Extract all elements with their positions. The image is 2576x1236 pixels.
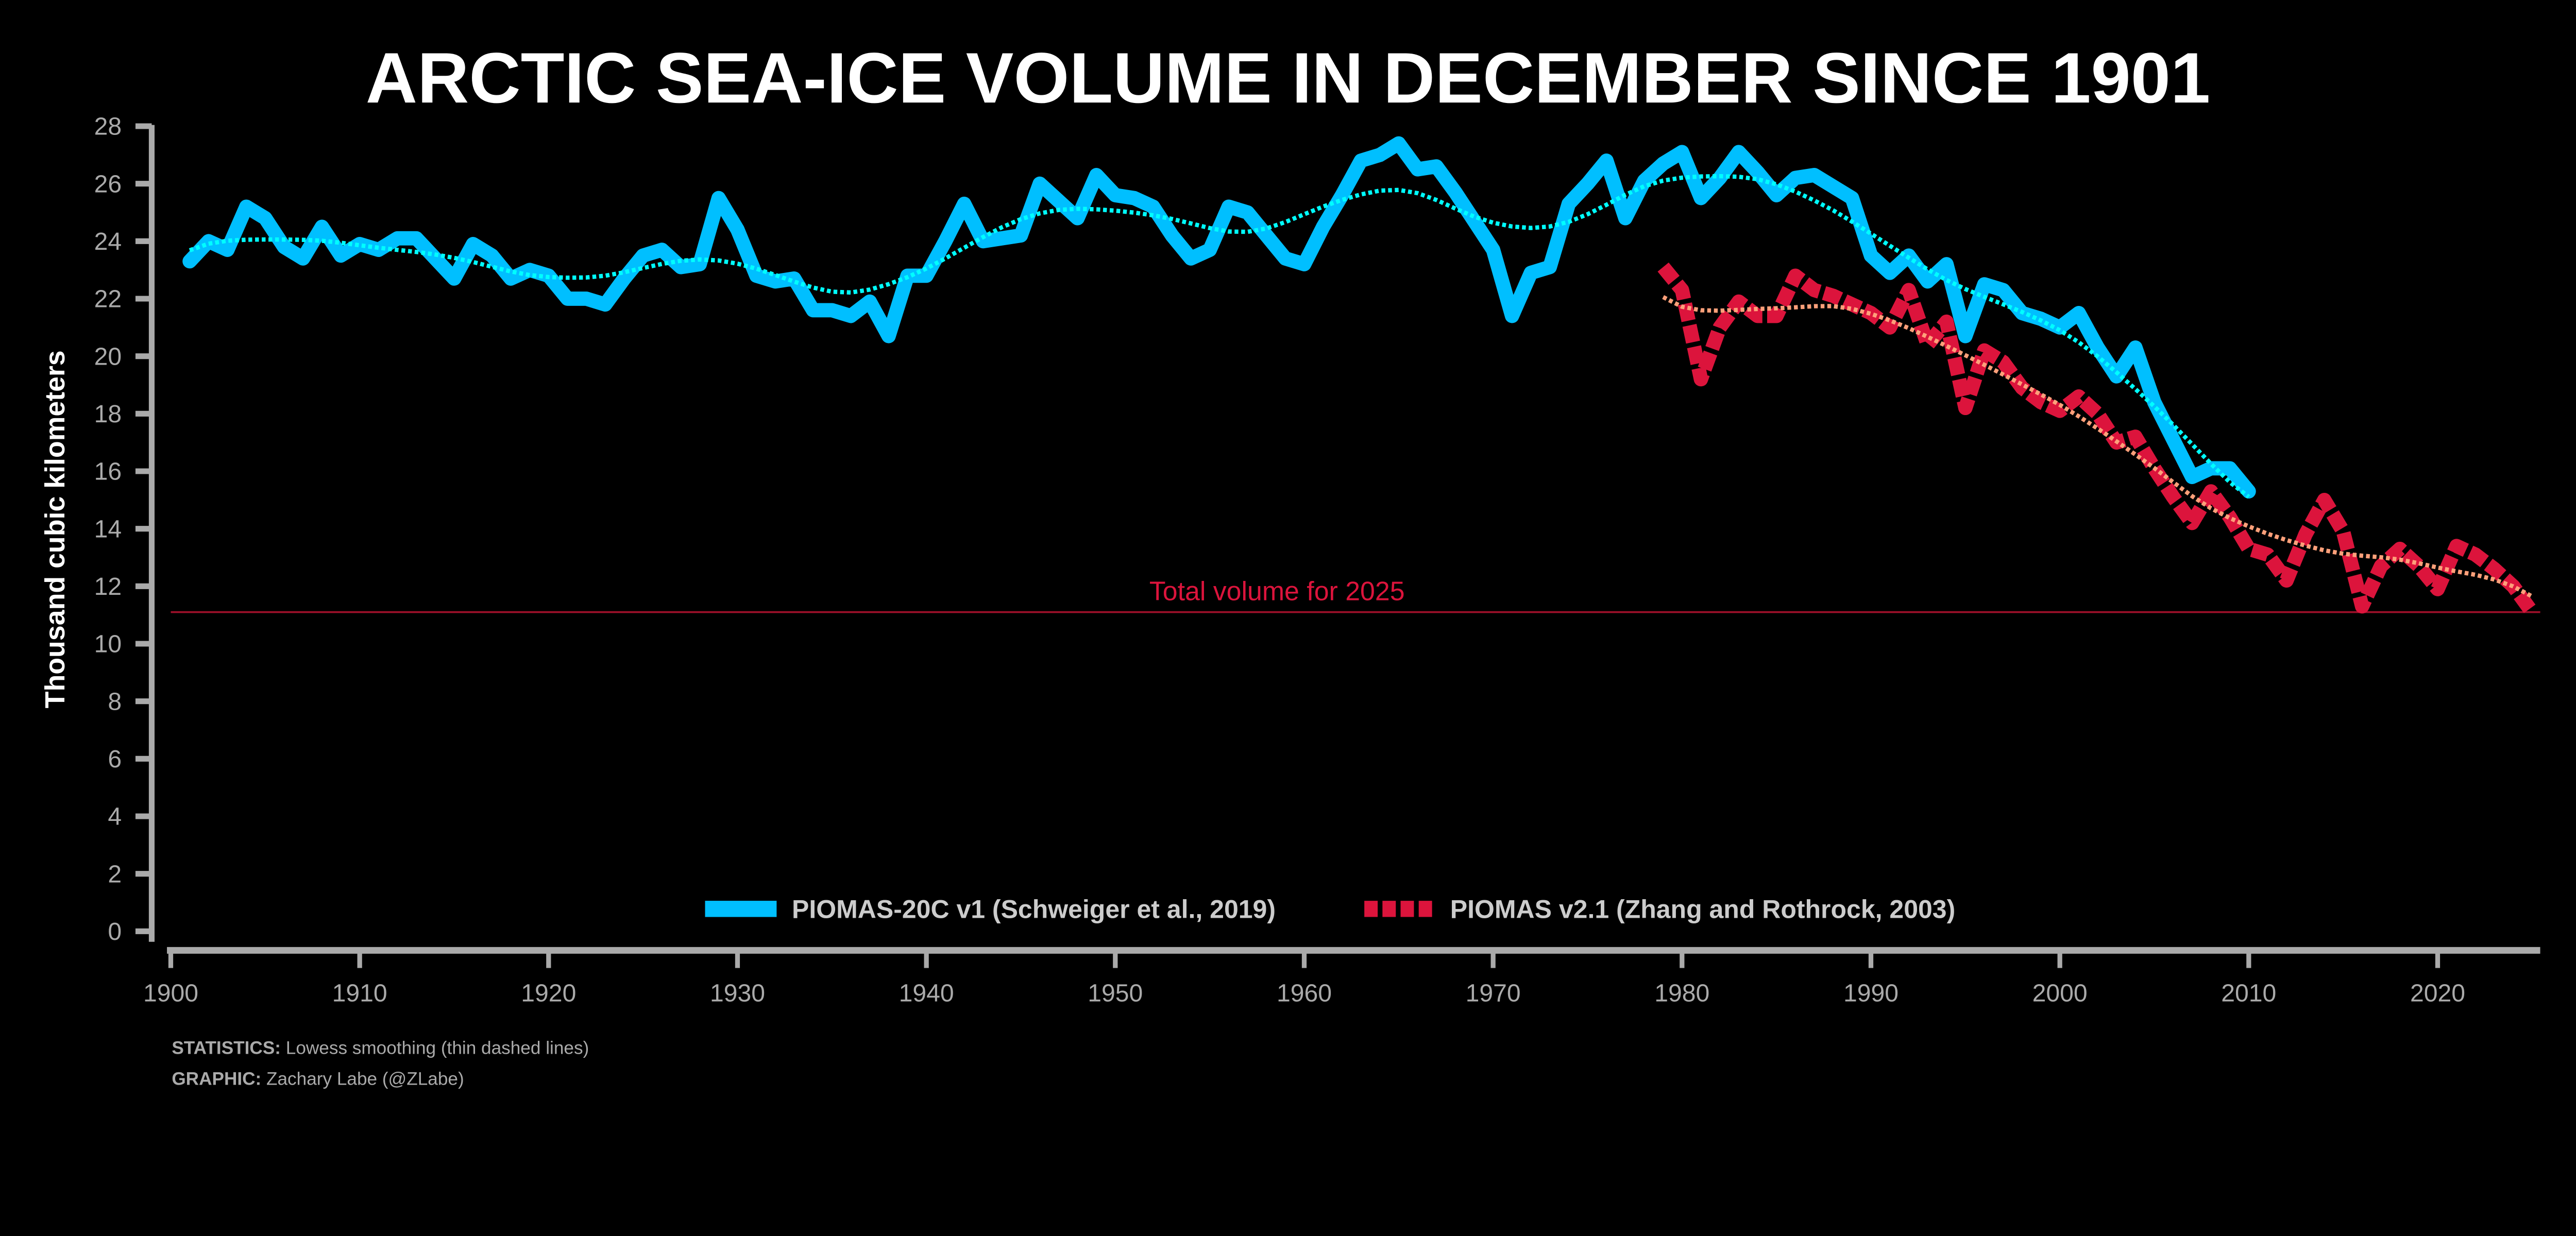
chart-title: ARCTIC SEA-ICE VOLUME IN DECEMBER SINCE … [366, 38, 2210, 118]
x-tick-label: 1900 [143, 979, 198, 1007]
sea-ice-volume-chart: ARCTIC SEA-ICE VOLUME IN DECEMBER SINCE … [40, 38, 2540, 1089]
x-tick-label: 1920 [521, 979, 576, 1007]
lowess-line-piomas-v21 [1662, 295, 2533, 598]
footer-statistics: STATISTICS: Lowess smoothing (thin dashe… [172, 1038, 589, 1058]
x-tick-label: 1910 [332, 979, 387, 1007]
y-tick-label: 18 [94, 400, 122, 428]
y-tick-label: 28 [94, 113, 122, 141]
y-tick-label: 26 [94, 170, 122, 198]
x-tick-label: 2020 [2410, 979, 2465, 1007]
x-tick-label: 1930 [710, 979, 765, 1007]
x-tick-label: 1980 [1654, 979, 1709, 1007]
footer-graphic-text: Zachary Labe (@ZLabe) [261, 1069, 464, 1089]
series-line-piomas-20c [182, 136, 2256, 499]
y-tick-label: 10 [94, 630, 122, 658]
series-line-piomas-v21 [1657, 262, 2538, 616]
y-tick-label: 20 [94, 342, 122, 370]
legend-label-piomas-v21: PIOMAS v2.1 (Zhang and Rothrock, 2003) [1450, 895, 1955, 923]
x-tick-label: 1970 [1466, 979, 1521, 1007]
x-tick-label: 2010 [2221, 979, 2276, 1007]
y-tick-label: 8 [108, 688, 122, 715]
y-tick-label: 4 [108, 803, 122, 831]
y-axis-label: Thousand cubic kilometers [40, 350, 71, 708]
y-tick-label: 14 [94, 515, 122, 543]
footer-statistics-text: Lowess smoothing (thin dashed lines) [281, 1038, 589, 1058]
y-tick-label: 6 [108, 745, 122, 773]
x-tick-label: 1940 [899, 979, 954, 1007]
y-tick-label: 12 [94, 573, 122, 600]
y-tick-label: 24 [94, 228, 122, 255]
y-tick-label: 22 [94, 285, 122, 313]
x-tick-label: 2000 [2032, 979, 2088, 1007]
footer-statistics-label: STATISTICS: [172, 1038, 281, 1058]
x-tick-label: 1960 [1277, 979, 1332, 1007]
legend-swatch-piomas-20c [705, 901, 777, 917]
legend-label-piomas-20c: PIOMAS-20C v1 (Schweiger et al., 2019) [792, 895, 1276, 923]
x-tick-label: 1990 [1843, 979, 1899, 1007]
y-tick-label: 2 [108, 860, 122, 888]
footer-graphic-label: GRAPHIC: [172, 1069, 261, 1089]
reference-line-group: Total volume for 2025 [171, 576, 2540, 613]
lowess-line-piomas-20c [189, 174, 2250, 499]
footer-graphic: GRAPHIC: Zachary Labe (@ZLabe) [172, 1069, 464, 1089]
x-tick-label: 1950 [1088, 979, 1143, 1007]
legend: PIOMAS-20C v1 (Schweiger et al., 2019) P… [705, 895, 1955, 923]
series-group [182, 136, 2538, 616]
y-tick-label: 0 [108, 918, 122, 946]
y-tick-label: 16 [94, 458, 122, 486]
reference-line-label: Total volume for 2025 [1149, 576, 1405, 606]
